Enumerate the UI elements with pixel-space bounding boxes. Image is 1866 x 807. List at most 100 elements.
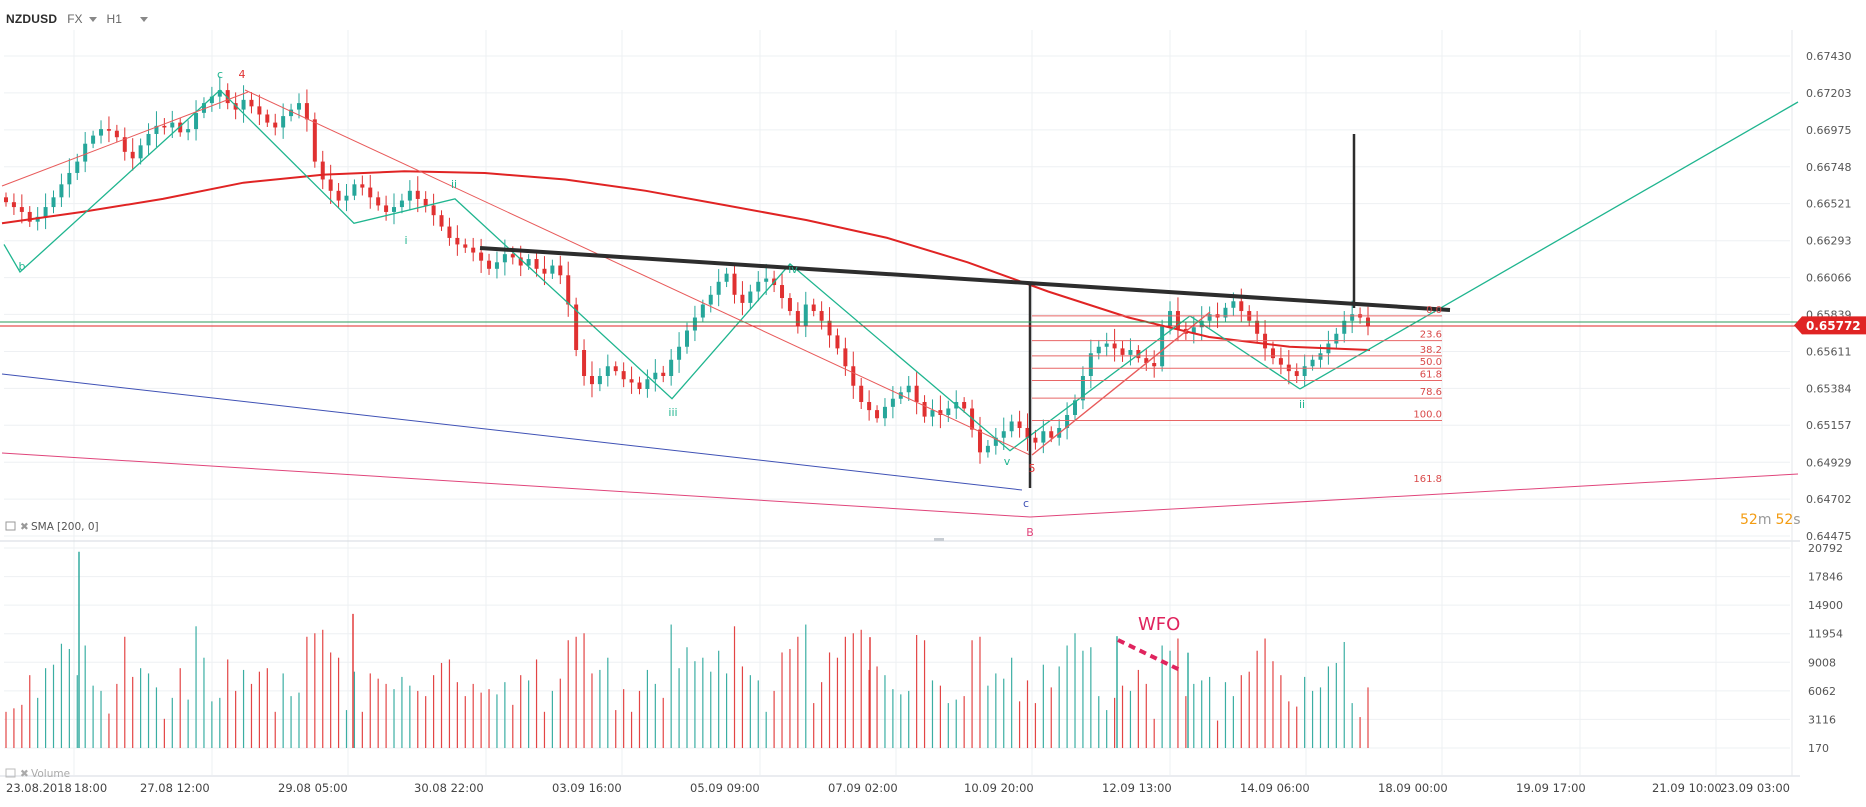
- candle-body: [399, 200, 404, 208]
- candle: [645, 369, 650, 398]
- candle-body: [249, 99, 254, 107]
- candle-body: [1231, 301, 1236, 308]
- candle: [304, 89, 309, 132]
- volume-tick-label: 9008: [1808, 656, 1836, 669]
- wave-label: v: [1004, 455, 1011, 468]
- candle-body: [19, 207, 24, 212]
- timeframe-selector[interactable]: H1: [107, 12, 148, 26]
- channel-line: [244, 89, 1031, 456]
- candle: [4, 192, 8, 207]
- volume-tick-label: 6062: [1808, 685, 1836, 698]
- candle-body: [130, 151, 135, 159]
- sma-legend[interactable]: ✖ SMA [200, 0]: [5, 521, 99, 533]
- candle-body: [827, 320, 832, 336]
- candle-body: [186, 129, 191, 133]
- timer-s: s: [1793, 512, 1800, 528]
- price-tick-label: 0.66293: [1806, 235, 1852, 248]
- candle: [946, 400, 951, 423]
- sma-200-line: [1, 170, 1371, 351]
- candle-body: [265, 114, 270, 123]
- exchange-selector[interactable]: FX: [67, 12, 97, 26]
- price-tick-label: 0.66975: [1806, 124, 1852, 137]
- candle: [566, 261, 571, 317]
- candle-body: [479, 252, 484, 261]
- trend-line-pink: [1029, 473, 1799, 518]
- time-tick-label: 19.09 17:00: [1516, 781, 1586, 795]
- candle: [787, 293, 792, 316]
- candle-body: [685, 330, 689, 347]
- candle: [1239, 288, 1244, 323]
- candle: [732, 263, 737, 304]
- candle-body: [851, 366, 856, 386]
- candle: [296, 93, 301, 119]
- wave-label: ii: [451, 178, 457, 191]
- indicator-settings-icon[interactable]: [5, 768, 16, 778]
- time-tick-label: 10.09 20:00: [964, 781, 1034, 795]
- candle: [1191, 316, 1196, 344]
- candle: [1033, 429, 1038, 450]
- candle-body: [138, 145, 143, 159]
- candle: [106, 116, 111, 143]
- candle-body: [700, 304, 705, 318]
- candle: [178, 117, 183, 137]
- candle-body: [1207, 314, 1212, 321]
- candle: [75, 153, 80, 180]
- candle-body: [415, 190, 420, 199]
- timer-minutes: 52: [1740, 512, 1758, 528]
- close-icon[interactable]: ✖: [20, 768, 29, 780]
- candle-body: [787, 298, 792, 312]
- candle: [740, 281, 745, 316]
- candle-body: [1334, 333, 1339, 344]
- time-tick-label: 23.09 03:00: [1720, 781, 1790, 795]
- candle-body: [384, 205, 389, 212]
- exchange-label: FX: [67, 12, 83, 26]
- time-tick-label: 14.09 06:00: [1240, 781, 1310, 795]
- wave-label: iii: [668, 406, 677, 419]
- time-tick-label: 05.09 09:00: [690, 781, 760, 795]
- candle-body: [1278, 358, 1283, 365]
- candle-body: [756, 281, 761, 292]
- candle: [605, 354, 610, 387]
- candle-timer: 52m 52s: [1740, 512, 1801, 528]
- wave-label: b: [19, 260, 26, 273]
- candle-body: [1152, 363, 1157, 367]
- indicator-settings-icon[interactable]: [5, 521, 16, 531]
- candle-body: [621, 371, 626, 380]
- fib-level-label: 38.2: [1420, 345, 1442, 356]
- close-icon[interactable]: ✖: [20, 521, 29, 533]
- candle-body: [1302, 366, 1307, 376]
- candle: [43, 193, 48, 230]
- candle: [629, 366, 634, 394]
- candle-body: [898, 392, 903, 399]
- current-price-label: 0.65772: [1806, 319, 1861, 333]
- candle: [217, 76, 222, 109]
- candle-body: [376, 197, 381, 206]
- candle: [1080, 366, 1085, 410]
- candle-body: [455, 237, 460, 245]
- candle: [748, 284, 753, 310]
- candle: [756, 271, 761, 302]
- candle-body: [162, 125, 167, 128]
- candle: [795, 302, 800, 334]
- wave-label: 4: [239, 68, 246, 81]
- symbol-label[interactable]: NZDUSD: [6, 12, 58, 26]
- candle-body: [1310, 359, 1315, 367]
- time-tick-label: 29.08 05:00: [278, 781, 348, 795]
- candle: [249, 92, 254, 114]
- candle-body: [582, 350, 587, 376]
- pane-resize-handle[interactable]: [934, 538, 944, 541]
- candle-body: [99, 129, 104, 136]
- candle-body: [114, 130, 119, 138]
- candle-body: [510, 254, 515, 258]
- candle-body: [795, 311, 800, 326]
- candle-body: [605, 366, 610, 376]
- candle: [154, 111, 159, 148]
- volume-legend[interactable]: ✖ Volume: [5, 768, 70, 780]
- candle: [582, 339, 587, 386]
- channel-line: [1, 91, 249, 187]
- candle-body: [930, 410, 935, 417]
- candle-body: [1080, 376, 1085, 401]
